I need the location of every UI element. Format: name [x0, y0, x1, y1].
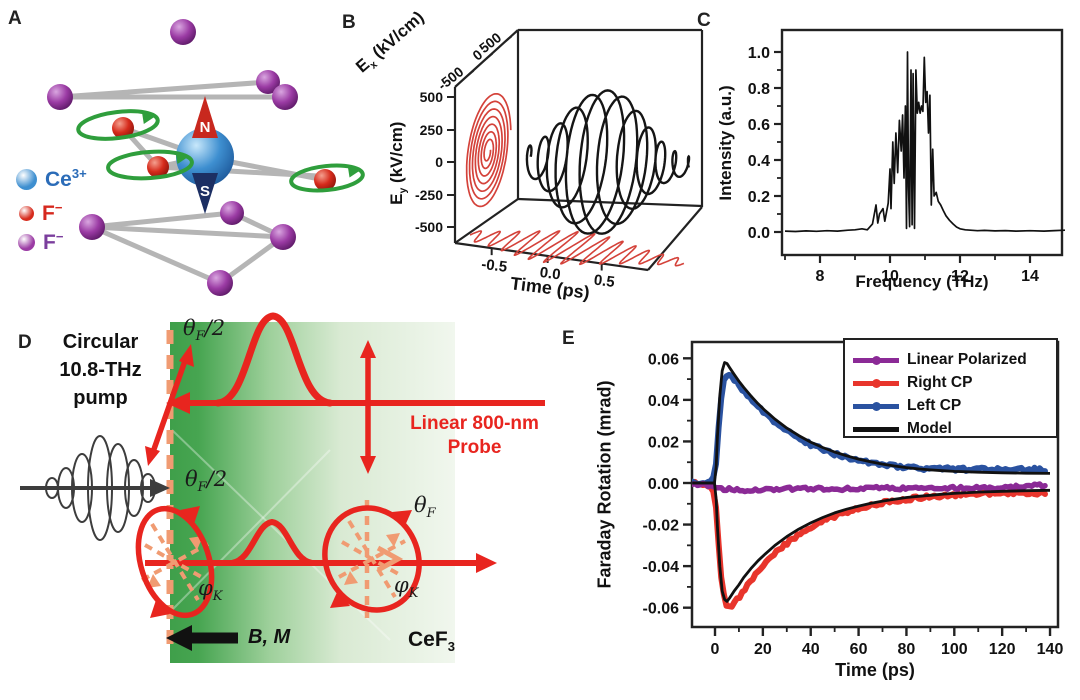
svg-text:0.0: 0.0	[539, 264, 562, 283]
faraday-angle-right-label: θF	[414, 493, 436, 522]
panel-c-pump-spectrum: C 8 10 12 14 0.0 0.2 0.4 0.6 0.8 1.0 Intensity (a…	[690, 0, 1080, 300]
svg-text:-0.04: -0.04	[643, 559, 680, 576]
svg-text:10: 10	[881, 268, 899, 285]
model-swatch	[853, 426, 899, 432]
svg-text:S: S	[200, 183, 210, 200]
svg-text:0.0: 0.0	[748, 225, 770, 242]
f-red-atom-label: F−	[42, 200, 62, 226]
svg-text:0.00: 0.00	[648, 476, 679, 493]
f-red-label-base: F	[42, 202, 55, 225]
svg-text:0.2: 0.2	[748, 189, 770, 206]
panel-c-label: C	[697, 10, 711, 31]
svg-text:120: 120	[989, 641, 1016, 658]
legend-item-f-red: F−	[19, 200, 62, 226]
faraday-angle-mid-label: θF/2	[185, 467, 228, 496]
f-red-atom-swatch	[19, 205, 34, 221]
f-purple-atom-label: F−	[43, 229, 63, 255]
right-cp-swatch	[853, 378, 899, 388]
linear-polarized-swatch	[853, 355, 899, 365]
svg-text:20: 20	[754, 641, 772, 658]
svg-text:-0.02: -0.02	[643, 518, 680, 535]
svg-text:14: 14	[1021, 268, 1039, 285]
svg-text:0: 0	[711, 641, 720, 658]
f-purple-atom-swatch	[18, 233, 35, 251]
e-plot-legend: Linear Polarized Right CP Left CP Model	[843, 338, 1058, 438]
f-red-label-sup: −	[54, 200, 63, 215]
c-x-axis-label: Frequency (THz)	[855, 272, 989, 291]
svg-text:8: 8	[816, 268, 825, 285]
crystal-structure-graphic: NS	[47, 19, 365, 296]
svg-text:250: 250	[420, 122, 444, 138]
svg-text:0.8: 0.8	[748, 81, 770, 98]
pump-probe-graphic	[20, 312, 545, 655]
panel-e-label: E	[562, 328, 575, 349]
cef3-crystal-region	[170, 322, 455, 663]
svg-text:40: 40	[802, 641, 820, 658]
probe-caption: Linear 800-nm Probe	[410, 413, 539, 458]
model-label: Model	[907, 420, 952, 437]
svg-text:140: 140	[1037, 641, 1064, 658]
magnetic-field-label: B, M	[248, 626, 291, 648]
svg-text:0.02: 0.02	[648, 434, 679, 451]
panel-b-label: B	[342, 12, 356, 33]
cef3-label: CeF3	[408, 628, 455, 655]
faraday-angle-top-label: θF/2	[183, 316, 226, 345]
svg-text:0.04: 0.04	[648, 393, 679, 410]
right-cp-label: Right CP	[907, 374, 973, 391]
left-cp-swatch	[853, 401, 899, 411]
svg-text:-250: -250	[415, 187, 443, 203]
panel-d-label: D	[18, 332, 32, 353]
panel-d-pump-probe-schematic: D Circular 10.8-THz pump Linear 800-nm P…	[0, 310, 555, 700]
legend-item-f-purple: F−	[18, 229, 63, 255]
svg-text:-0.06: -0.06	[643, 601, 680, 618]
ce-label-sup: 3+	[71, 166, 87, 181]
e-x-axis-label: Time (ps)	[835, 660, 915, 680]
ey-axis-label: Ey (kV/cm)	[386, 121, 410, 205]
svg-text:500: 500	[420, 89, 444, 105]
svg-text:500: 500	[476, 29, 504, 56]
svg-text:N: N	[200, 119, 211, 136]
linear-polarized-label: Linear Polarized	[907, 351, 1027, 368]
legend-row-linear: Linear Polarized	[845, 348, 1056, 372]
legend-row-right-cp: Right CP	[845, 371, 1056, 395]
svg-text:0: 0	[435, 154, 443, 170]
svg-text:0.5: 0.5	[593, 272, 616, 291]
ce-atom-swatch	[16, 168, 37, 190]
svg-text:-500: -500	[415, 219, 443, 235]
legend-row-left-cp: Left CP	[845, 394, 1056, 418]
left-cp-label: Left CP	[907, 397, 962, 414]
svg-text:0.6: 0.6	[748, 117, 770, 134]
svg-text:100: 100	[941, 641, 968, 658]
legend-item-ce: Ce3+	[16, 166, 87, 192]
kerr-angle-left-label: φK	[198, 576, 223, 605]
e-y-axis-label: Faraday Rotation (mrad)	[594, 380, 615, 589]
legend-row-model: Model	[845, 417, 1056, 441]
panel-b-thz-field-3d-plot: B 500 250 0 -250 -500 500 0 -500 -0.5 0.0 0.5 Ex (…	[330, 0, 710, 303]
svg-text:12: 12	[951, 268, 969, 285]
svg-text:0.4: 0.4	[748, 153, 770, 170]
svg-text:80: 80	[898, 641, 916, 658]
svg-text:60: 60	[850, 641, 868, 658]
ce-label-base: Ce	[45, 168, 72, 191]
ce-atom-label: Ce3+	[45, 166, 87, 192]
panel-a-label: A	[8, 8, 22, 29]
f-purple-label-sup: −	[55, 229, 64, 244]
c-y-axis-label: Intensity (a.u.)	[716, 85, 735, 201]
spectrum-graphic: 8 10 12 14 0.0 0.2 0.4 0.6 0.8 1.0	[748, 28, 1066, 285]
pump-caption: Circular 10.8-THz pump	[59, 331, 142, 409]
f-purple-label-base: F	[43, 231, 56, 254]
svg-text:-0.5: -0.5	[480, 256, 508, 276]
svg-text:1.0: 1.0	[748, 45, 770, 62]
faraday-rotation-graphic: 0.06 0.04 0.02 0.00 -0.02 -0.04 -0.06 0 20 40 60 80…	[643, 340, 1064, 658]
kerr-angle-right-label: φK	[394, 573, 419, 602]
svg-text:0.06: 0.06	[648, 351, 679, 368]
panel-e-faraday-rotation-plot: E 0.06 0.04 0.02 0.00 -0.02 -0.04 -0.06 0 20 40 60…	[555, 310, 1080, 700]
